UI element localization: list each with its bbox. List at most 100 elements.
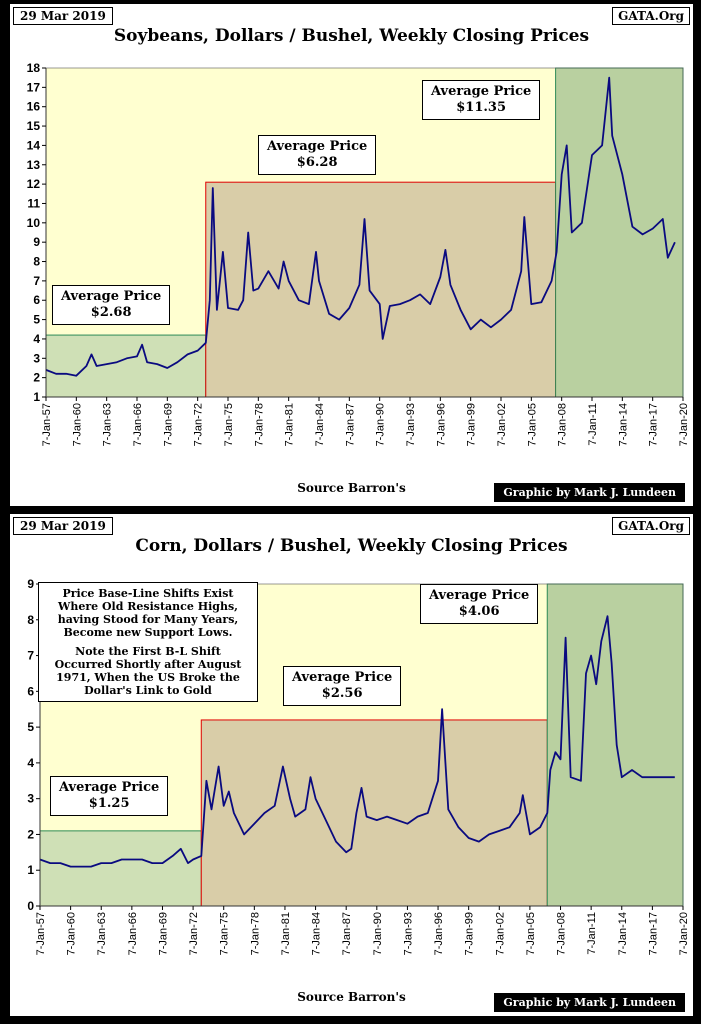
x-tick-label: 7-Jan-96 <box>435 403 447 446</box>
x-axis-label: Source Barron's <box>297 990 406 1004</box>
y-tick-label: 8 <box>27 613 34 627</box>
average-price-label-3: Average Price $4.06 <box>420 584 539 624</box>
x-tick-label: 7-Jan-11 <box>587 403 599 446</box>
y-tick-label: 4 <box>33 332 40 346</box>
source-tag: GATA.Org <box>612 517 690 535</box>
average-price-label-2: Average Price $2.56 <box>283 666 402 706</box>
x-tick-label: 7-Jan-20 <box>678 912 690 955</box>
plot-border <box>45 67 684 398</box>
x-tick-label: 7-Jan-05 <box>525 912 537 955</box>
x-tick-label: 7-Jan-08 <box>556 912 568 955</box>
average-title: Average Price <box>61 289 162 304</box>
average-price-label-2: Average Price $6.28 <box>258 135 377 175</box>
x-tick-label: 7-Jan-02 <box>496 403 508 446</box>
x-tick-label: 7-Jan-17 <box>648 403 660 446</box>
average-value: $6.28 <box>296 155 338 170</box>
date-stamp: 29 Mar 2019 <box>13 7 113 25</box>
x-tick-label: 7-Jan-57 <box>35 912 47 955</box>
y-tick-label: 5 <box>33 313 40 327</box>
x-tick-label: 7-Jan-05 <box>526 403 538 446</box>
soybeans-panel: 1 2 3 4 5 6 7 8 9 10 11 12 13 14 15 16 17 18 7-Jan-57 7-Jan… <box>10 4 693 506</box>
x-tick-label: 7-Jan-78 <box>249 912 261 955</box>
note-paragraph-1: Price Base-Line Shifts Exist Where Old R… <box>57 587 239 639</box>
x-tick-label: 7-Jan-90 <box>375 403 387 446</box>
x-tick-label: 7-Jan-63 <box>96 912 108 955</box>
y-tick-label: 0 <box>27 899 34 913</box>
y-tick-label: 9 <box>33 235 40 249</box>
source-tag: GATA.Org <box>612 7 690 25</box>
x-tick-label: 7-Jan-72 <box>193 403 205 446</box>
y-tick-label: 9 <box>27 577 34 591</box>
average-title: Average Price <box>267 139 368 154</box>
average-value: $2.56 <box>321 686 363 701</box>
average-value: $4.06 <box>458 604 500 619</box>
x-tick-label: 7-Jan-96 <box>433 912 445 955</box>
average-value: $2.68 <box>90 305 132 320</box>
x-tick-label: 7-Jan-14 <box>617 403 629 446</box>
average-title: Average Price <box>431 84 532 99</box>
y-tick-label: 4 <box>27 756 34 770</box>
y-tick-label: 7 <box>33 274 40 288</box>
price-series-line <box>39 615 675 868</box>
x-tick-label: 7-Jan-08 <box>557 403 569 446</box>
y-tick-label: 6 <box>33 293 40 307</box>
x-tick-label: 7-Jan-72 <box>188 912 200 955</box>
y-tick-label: 10 <box>27 216 41 230</box>
x-tick-label: 7-Jan-57 <box>41 403 53 446</box>
y-tick-label: 12 <box>27 177 41 191</box>
price-region-1 <box>45 334 207 398</box>
y-tick-label: 8 <box>33 255 40 269</box>
chart-title: Soybeans, Dollars / Bushel, Weekly Closi… <box>113 26 590 46</box>
note-paragraph-2: Note the First B-L Shift Occurred Shortl… <box>54 645 242 697</box>
x-tick-label: 7-Jan-90 <box>372 912 384 955</box>
y-tick-label: 7 <box>27 649 34 663</box>
x-tick-label: 7-Jan-66 <box>132 403 144 446</box>
y-tick-label: 17 <box>27 80 41 94</box>
corn-panel: 0 1 2 3 4 5 6 7 8 9 7-Jan-57 7-Jan-60 7-Jan-63 7-Jan-… <box>10 514 693 1016</box>
y-tick-label: 3 <box>27 792 34 806</box>
x-tick-label: 7-Jan-63 <box>102 403 114 446</box>
x-tick-label: 7-Jan-20 <box>678 403 690 446</box>
x-tick-label: 7-Jan-75 <box>223 403 235 446</box>
y-tick-label: 11 <box>27 196 40 210</box>
annotation-note: Price Base-Line Shifts Exist Where Old R… <box>38 582 258 702</box>
average-value: $1.25 <box>88 796 130 811</box>
x-tick-label: 7-Jan-69 <box>157 912 169 955</box>
y-tick-label: 1 <box>33 390 40 404</box>
chart-title: Corn, Dollars / Bushel, Weekly Closing P… <box>135 536 568 556</box>
x-tick-label: 7-Jan-60 <box>71 403 83 446</box>
x-tick-label: 7-Jan-99 <box>464 912 476 955</box>
x-tick-label: 7-Jan-17 <box>647 912 659 955</box>
y-tick-label: 13 <box>27 158 41 172</box>
x-tick-label: 7-Jan-87 <box>341 912 353 955</box>
x-tick-label: 7-Jan-99 <box>466 403 478 446</box>
average-price-label-3: Average Price $11.35 <box>422 80 541 120</box>
y-tick-label: 6 <box>27 684 34 698</box>
price-series-line <box>45 76 676 377</box>
corn-chart: 0 1 2 3 4 5 6 7 8 9 7-Jan-57 7-Jan-60 7-Jan-63 7-Jan-… <box>27 577 690 955</box>
x-tick-label: 7-Jan-78 <box>253 403 265 446</box>
x-tick-label: 7-Jan-84 <box>314 403 326 446</box>
y-tick-label: 2 <box>33 371 40 385</box>
price-region-2 <box>205 181 557 398</box>
x-tick-label: 7-Jan-69 <box>162 403 174 446</box>
price-region-1 <box>39 830 202 907</box>
x-tick-label: 7-Jan-93 <box>405 403 417 446</box>
x-tick-label: 7-Jan-60 <box>66 912 78 955</box>
x-tick-label: 7-Jan-81 <box>280 912 292 955</box>
x-tick-label: 7-Jan-75 <box>219 912 231 955</box>
y-tick-label: 15 <box>27 119 41 133</box>
x-axis-label: Source Barron's <box>297 481 406 495</box>
average-title: Average Price <box>59 780 160 795</box>
y-tick-label: 1 <box>27 863 34 877</box>
y-tick-label: 3 <box>33 351 40 365</box>
credit-label: Graphic by Mark J. Lundeen <box>494 483 685 502</box>
x-tick-label: 7-Jan-11 <box>586 912 598 955</box>
y-tick-label: 18 <box>27 61 41 75</box>
average-title: Average Price <box>429 588 530 603</box>
average-title: Average Price <box>292 670 393 685</box>
average-price-label-1: Average Price $1.25 <box>50 776 169 816</box>
x-tick-label: 7-Jan-14 <box>617 912 629 955</box>
average-value: $11.35 <box>456 100 507 115</box>
